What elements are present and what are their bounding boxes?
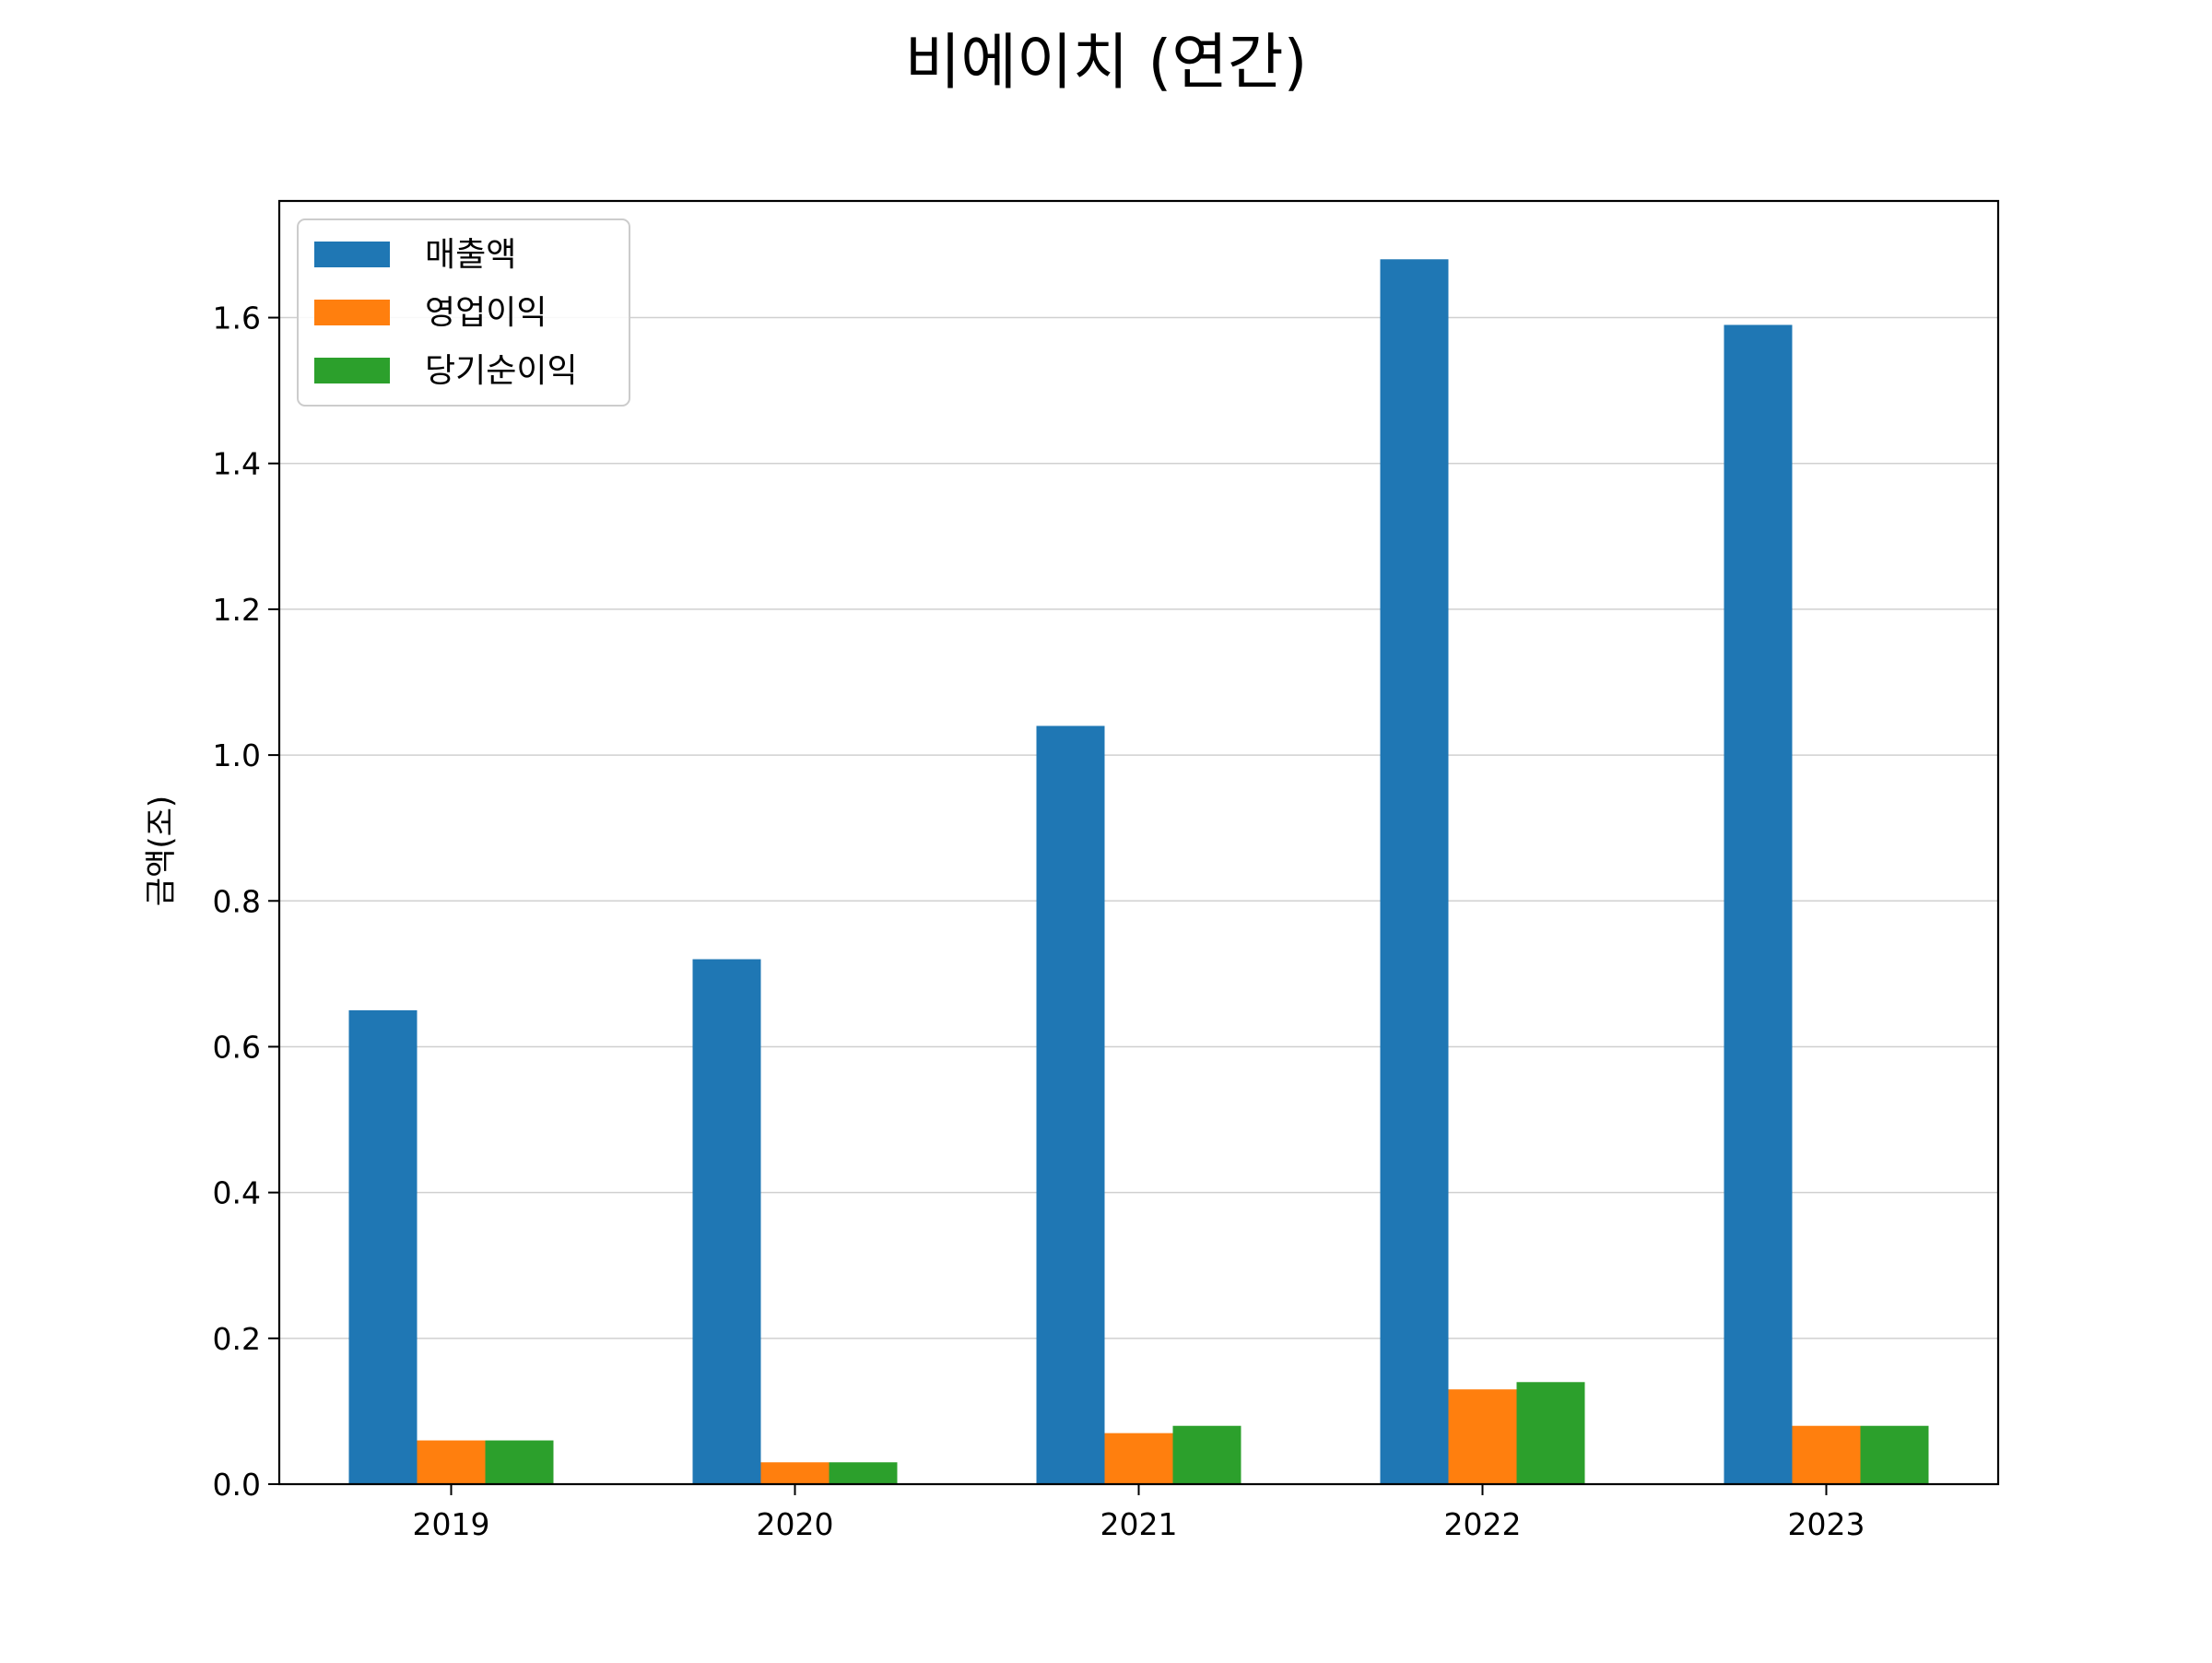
bar-1-2021 — [1036, 725, 1105, 1484]
y-tick-label: 1.0 — [213, 737, 261, 773]
legend-swatch — [314, 242, 390, 267]
bar-1-2022 — [1380, 259, 1449, 1485]
axes: 0.0 0.2 0.4 0.6 0.8 1.0 1.2 1.4 1.6 2019 2020 2021 2… — [213, 199, 2000, 1542]
bar-2-2023 — [1792, 1425, 1861, 1484]
y-tick-label: 0.8 — [213, 883, 261, 919]
bar-3-2019 — [485, 1440, 554, 1484]
legend-label: 영업이익 — [425, 294, 547, 332]
chart-title: 비에이치 (연간) — [905, 27, 1308, 98]
x-tick-label: 2023 — [1788, 1506, 1865, 1542]
bar-2-2021 — [1104, 1433, 1173, 1484]
bar-2-2019 — [417, 1440, 486, 1484]
y-axis-label: 금액(조) — [143, 796, 180, 906]
legend-label: 매출액 — [425, 236, 516, 274]
y-tick-label: 1.6 — [213, 301, 261, 336]
y-tick-label: 0.0 — [213, 1467, 261, 1503]
bars — [348, 259, 1929, 1485]
x-tick-label: 2019 — [413, 1506, 490, 1542]
bar-2-2020 — [760, 1462, 830, 1484]
bar-1-2023 — [1724, 324, 1793, 1484]
y-tick-label: 0.2 — [213, 1321, 261, 1357]
x-tick-label: 2020 — [757, 1506, 834, 1542]
legend-label: 당기순이익 — [425, 352, 578, 390]
bar-3-2023 — [1860, 1425, 1929, 1484]
x-tick-label: 2022 — [1444, 1506, 1522, 1542]
y-tick-label: 1.2 — [213, 592, 261, 628]
y-tick-label: 0.6 — [213, 1029, 261, 1065]
legend-swatch — [314, 358, 390, 383]
bar-3-2021 — [1172, 1425, 1241, 1484]
legend-swatch — [314, 300, 390, 325]
bar-3-2020 — [829, 1462, 898, 1484]
x-tick-label: 2021 — [1100, 1506, 1178, 1542]
bar-3-2022 — [1516, 1382, 1585, 1484]
y-tick-label: 0.4 — [213, 1175, 261, 1211]
bar-1-2019 — [348, 1009, 418, 1484]
bar-1-2020 — [692, 959, 761, 1484]
bar-2-2022 — [1448, 1389, 1517, 1484]
y-tick-label: 1.4 — [213, 446, 261, 482]
